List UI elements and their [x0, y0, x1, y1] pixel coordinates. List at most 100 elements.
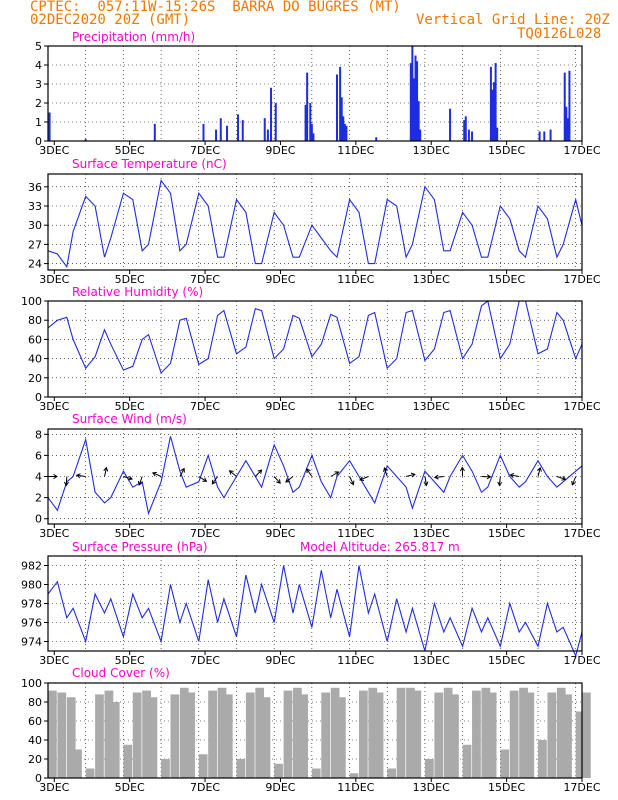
wind-arrowhead	[509, 473, 515, 478]
y-tick-label: 4	[35, 59, 42, 72]
precip-bar	[471, 131, 474, 141]
wind-arrow	[330, 471, 339, 477]
y-tick-label: 24	[28, 258, 42, 271]
x-tick-label: 5DEC	[115, 781, 145, 794]
x-tick-label: 17DEC	[563, 400, 600, 413]
y-tick-label: 0	[35, 513, 42, 526]
precip-bar	[335, 74, 338, 141]
x-tick-label: 7DEC	[190, 273, 220, 286]
cloud-bar	[161, 759, 170, 778]
cloud-bar	[509, 690, 519, 778]
precip-bar	[304, 104, 307, 141]
station-header: CPTEC: 057:11W-15:26S BARRA DO BUGRES (M…	[30, 0, 401, 15]
wind-arrowhead	[410, 472, 416, 478]
cloud-bar	[48, 690, 57, 778]
precip-bar	[419, 129, 422, 141]
wind-arrow	[285, 476, 294, 483]
wind-arrowhead	[53, 474, 58, 479]
cloud-bar	[170, 694, 180, 778]
precip-bar	[266, 129, 269, 141]
y-tick-label: 100	[21, 677, 42, 690]
precip-bar	[416, 61, 419, 142]
precip-bar	[270, 87, 273, 141]
x-tick-label: 13DEC	[413, 273, 450, 286]
wind-arrowhead	[459, 466, 465, 472]
wind-arrow	[65, 476, 68, 486]
x-tick-label: 9DEC	[265, 781, 295, 794]
x-tick-label: 11DEC	[337, 781, 374, 794]
panel-frame	[47, 555, 583, 652]
cloud-bar	[95, 694, 104, 778]
precip-bar	[543, 131, 546, 141]
cloud-bar	[472, 690, 481, 778]
run-date: 02DEC2020 20Z (GMT)	[30, 12, 191, 28]
y-tick-label: 982	[21, 560, 42, 573]
x-tick-label: 13DEC	[413, 781, 450, 794]
cloud-bar	[66, 697, 76, 778]
x-tick-label: 9DEC	[265, 144, 295, 157]
cloud-bar	[132, 692, 142, 778]
wind-arrow	[198, 476, 207, 482]
x-tick-label: 9DEC	[265, 400, 295, 413]
cloud-bar	[525, 692, 535, 778]
wind-arrow	[424, 476, 427, 486]
y-tick-label: 3	[35, 78, 42, 91]
wind-arrow	[123, 476, 133, 480]
wind-arrowhead	[423, 481, 429, 487]
cloud-bar	[424, 759, 434, 778]
y-tick-label: 2	[35, 492, 42, 505]
cloud-bar	[582, 692, 591, 778]
y-tick-label: 40	[28, 734, 42, 747]
x-tick-label: 13DEC	[413, 527, 450, 540]
x-tick-label: 15DEC	[488, 654, 525, 667]
precip-bar	[494, 63, 497, 141]
precip-bar	[202, 123, 205, 141]
precip-bar	[563, 72, 566, 141]
wind-arrowhead	[359, 476, 365, 481]
cloud-bar	[500, 749, 510, 778]
x-tick-label: 3DEC	[39, 527, 69, 540]
y-tick-label: 20	[28, 372, 42, 385]
cloud-bar	[519, 687, 528, 778]
wind-arrowhead	[211, 479, 217, 485]
y-tick-label: 30	[28, 219, 42, 232]
precip-bar	[312, 133, 315, 141]
y-tick-label: 60	[28, 715, 42, 728]
y-tick-label: 980	[21, 579, 42, 592]
wind-arrowhead	[228, 470, 234, 475]
y-tick-label: 60	[28, 333, 42, 346]
wind-arrowhead	[285, 478, 290, 483]
wind-arrow	[229, 470, 237, 477]
x-tick-label: 3DEC	[39, 654, 69, 667]
wind-arrow	[179, 468, 185, 477]
wind-arrowhead	[486, 474, 492, 480]
wind-arrowhead	[63, 481, 69, 487]
precip-bar	[237, 114, 240, 141]
wind-arrowhead	[137, 480, 143, 486]
wind-arrowhead	[537, 466, 542, 472]
y-tick-label: 40	[28, 353, 42, 366]
wind-arrowhead	[151, 471, 157, 477]
cloud-bar	[236, 759, 246, 778]
wind-arrowhead	[334, 471, 340, 476]
precip-bar	[549, 129, 552, 141]
precip-bar	[493, 82, 496, 141]
cloud-bar	[556, 687, 566, 778]
precip-bar	[538, 131, 541, 141]
x-tick-label: 7DEC	[190, 527, 220, 540]
x-tick-label: 13DEC	[413, 144, 450, 157]
precip-bar	[449, 108, 452, 141]
wind-arrowhead	[257, 469, 263, 475]
cloud-bar	[261, 697, 271, 778]
precip-bar	[463, 120, 466, 141]
cloud-bar	[311, 768, 321, 778]
panel-title-1: Precipitation (mm/h)	[72, 30, 195, 44]
panel-frame	[47, 300, 583, 398]
x-tick-label: 17DEC	[563, 781, 600, 794]
y-tick-label: 20	[28, 753, 42, 766]
x-tick-label: 5DEC	[115, 527, 145, 540]
x-tick-label: 17DEC	[563, 144, 600, 157]
series-line	[47, 179, 583, 269]
cloud-bar	[299, 694, 309, 778]
wind-arrowhead	[571, 480, 576, 486]
